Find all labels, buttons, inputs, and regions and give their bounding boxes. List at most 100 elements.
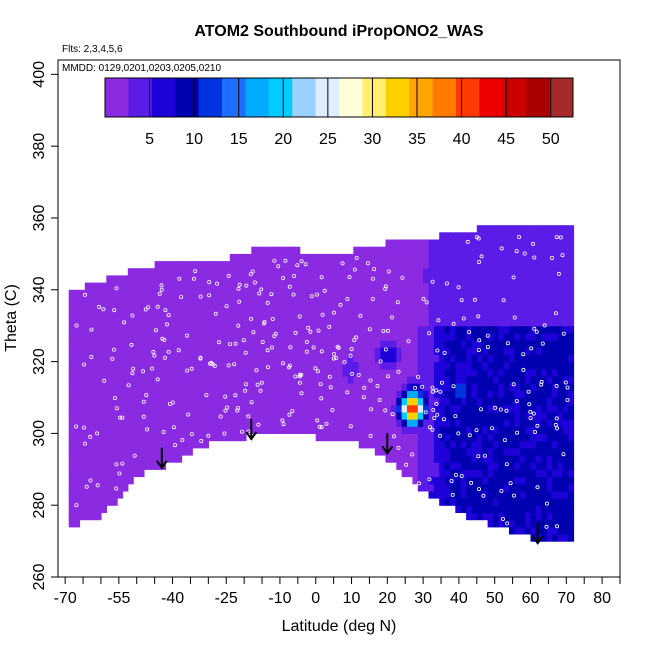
- heatmap-cell: [95, 404, 102, 413]
- heatmap-cell: [288, 297, 295, 305]
- heatmap-cell: [203, 311, 209, 320]
- heatmap-cell: [111, 440, 118, 449]
- heatmap-cell: [498, 462, 505, 470]
- heatmap-cell: [267, 268, 274, 276]
- heatmap-cell: [111, 304, 118, 312]
- heatmap-cell: [149, 397, 156, 406]
- heatmap-cell: [455, 505, 462, 513]
- heatmap-cell: [530, 476, 537, 485]
- heatmap-cell: [160, 454, 166, 463]
- heatmap-cell: [546, 505, 553, 513]
- heatmap-cell: [283, 411, 290, 420]
- heatmap-cell: [525, 519, 532, 528]
- heatmap-cell: [385, 440, 392, 449]
- heatmap-cell: [385, 454, 392, 463]
- sample-point: [514, 249, 519, 254]
- heatmap-cell: [353, 325, 360, 334]
- heatmap-cell: [450, 311, 456, 320]
- y-tick-label: 380: [31, 133, 48, 160]
- heatmap-cell: [117, 397, 124, 406]
- heatmap-cell: [224, 368, 231, 377]
- heatmap-cell: [541, 325, 548, 334]
- heatmap-cell: [337, 340, 344, 348]
- heatmap-cell: [95, 462, 102, 470]
- heatmap-cell: [315, 375, 322, 384]
- heatmap-cell: [305, 297, 311, 305]
- heatmap-cell: [482, 289, 489, 298]
- heatmap-cell: [471, 454, 478, 463]
- heatmap-cell: [213, 390, 220, 399]
- heatmap-cell: [74, 383, 81, 391]
- sample-point: [533, 429, 538, 434]
- heatmap-cell: [530, 340, 537, 348]
- heatmap-cell: [267, 246, 274, 255]
- heatmap-cell: [111, 426, 118, 434]
- heatmap-cell: [84, 433, 91, 442]
- heatmap-cell: [519, 275, 526, 284]
- heatmap-cell: [310, 282, 317, 291]
- heatmap-cell: [487, 354, 494, 363]
- heatmap-cell: [278, 318, 285, 327]
- heatmap-cell: [251, 332, 258, 341]
- heatmap-cell: [562, 469, 569, 478]
- heatmap-cell: [143, 318, 150, 327]
- heatmap-cell: [122, 282, 129, 291]
- heatmap-cell: [482, 397, 489, 406]
- heatmap-cell: [262, 275, 268, 284]
- heatmap-cell: [143, 375, 150, 384]
- heatmap-cell: [310, 375, 317, 384]
- heatmap-cell: [122, 375, 129, 384]
- heatmap-cell: [288, 368, 295, 377]
- heatmap-cell: [390, 361, 397, 370]
- heatmap-cell: [530, 332, 537, 341]
- heatmap-cell: [390, 318, 397, 327]
- heatmap-cell: [278, 275, 285, 284]
- heatmap-cell: [262, 311, 268, 320]
- heatmap-cell: [541, 246, 548, 255]
- heatmap-cell: [143, 426, 150, 434]
- heatmap-cell: [326, 397, 333, 406]
- heatmap-cell: [208, 354, 215, 363]
- sample-point: [322, 288, 327, 293]
- heatmap-cell: [208, 340, 215, 348]
- heatmap-cell: [95, 483, 102, 492]
- sample-point: [222, 431, 227, 436]
- heatmap-cell: [224, 404, 231, 413]
- heatmap-cell: [466, 476, 473, 485]
- heatmap-cell: [358, 261, 365, 269]
- heatmap-cell: [133, 447, 140, 456]
- heatmap-cell: [455, 447, 462, 456]
- heatmap-cell: [272, 318, 279, 327]
- heatmap-cell: [106, 340, 113, 348]
- heatmap-cell: [439, 426, 446, 434]
- heatmap-cell: [305, 426, 311, 434]
- heatmap-cell: [385, 390, 392, 399]
- heatmap-cell: [74, 404, 81, 413]
- heatmap-cell: [133, 361, 140, 370]
- heatmap-cell: [476, 246, 483, 255]
- heatmap-cell: [160, 433, 166, 442]
- heatmap-cell: [208, 332, 215, 341]
- heatmap-cell: [428, 490, 435, 499]
- heatmap-cell: [181, 397, 188, 406]
- heatmap-cell: [492, 268, 499, 276]
- heatmap-cell: [165, 375, 172, 384]
- heatmap-cell: [487, 268, 494, 276]
- heatmap-cell: [562, 433, 569, 442]
- heatmap-cell: [423, 354, 430, 363]
- heatmap-cell: [492, 361, 499, 370]
- sample-point: [269, 292, 274, 297]
- heatmap-cell: [256, 411, 263, 420]
- heatmap-cell: [170, 447, 177, 456]
- sample-point: [370, 296, 375, 301]
- heatmap-cell: [417, 311, 424, 320]
- sample-point: [368, 378, 373, 383]
- x-tick-label: 60: [522, 590, 540, 607]
- heatmap-cell: [74, 411, 81, 420]
- heatmap-cell: [79, 325, 86, 334]
- heatmap-cell: [262, 253, 268, 262]
- heatmap-cell: [245, 261, 252, 269]
- heatmap-cell: [492, 261, 499, 269]
- heatmap-cell: [294, 375, 301, 384]
- heatmap-cell: [471, 354, 478, 363]
